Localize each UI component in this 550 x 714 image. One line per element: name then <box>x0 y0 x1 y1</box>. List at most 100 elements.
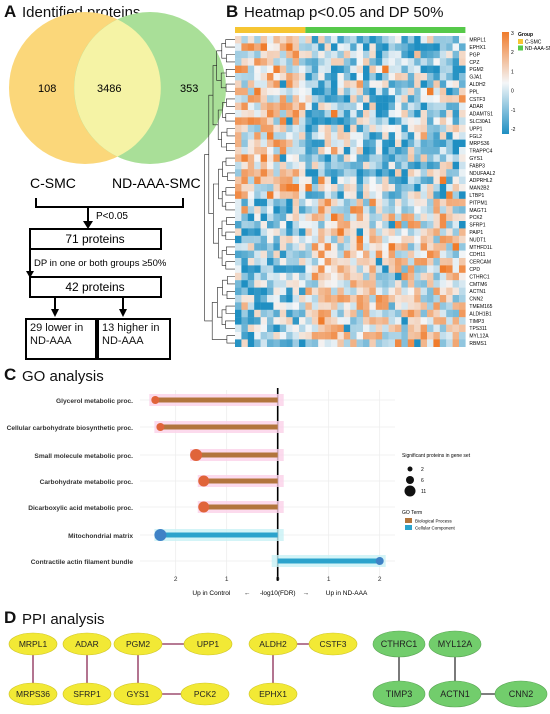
heatmap-cell <box>388 43 396 51</box>
heatmap-cell <box>337 324 344 333</box>
heatmap-cell <box>401 132 408 140</box>
heatmap-cell <box>279 73 287 81</box>
heatmap-cell <box>439 65 447 74</box>
heatmap-cell <box>459 339 466 347</box>
dendrogram-branch <box>222 279 228 296</box>
heatmap-cell <box>401 95 408 103</box>
go-category-label: Cellular carbohydrate biosynthetic proc. <box>7 425 134 432</box>
heatmap-cell <box>292 243 300 251</box>
heatmap-cell <box>459 139 466 148</box>
heatmap-cell <box>299 213 306 222</box>
heatmap-cell <box>324 213 332 222</box>
heatmap-cell <box>363 317 370 325</box>
heatmap-cell <box>439 295 447 303</box>
heatmap-cell <box>318 258 325 266</box>
heatmap-cell <box>452 339 460 347</box>
heatmap-cell <box>427 317 434 325</box>
heatmap-cell <box>318 169 325 177</box>
heatmap-cell <box>267 50 274 59</box>
heatmap-cell <box>267 235 274 244</box>
heatmap-cell <box>324 87 332 96</box>
heatmap-cell <box>311 265 319 273</box>
go-lollipop-chart: Glycerol metabolic proc.Cellular carbohy… <box>7 388 471 597</box>
heatmap-cell <box>363 295 370 303</box>
heatmap-cell <box>446 228 453 236</box>
heatmap-cell <box>350 265 357 273</box>
heatmap-cell <box>235 295 242 303</box>
heatmap-cell <box>356 139 364 148</box>
dendrogram-branch <box>225 202 235 211</box>
heatmap-cell <box>439 87 447 96</box>
heatmap-cell <box>350 287 357 296</box>
heatmap-cell <box>299 332 306 340</box>
heatmap-cell <box>267 80 274 88</box>
ppi-node <box>180 682 230 706</box>
go-lollipop-dot <box>151 396 160 404</box>
heatmap-cell <box>375 339 383 347</box>
filter-1-label: P<0.05 <box>96 211 128 222</box>
heatmap-cell <box>446 176 453 185</box>
heatmap-cell <box>318 206 325 214</box>
heatmap-cell <box>241 295 248 303</box>
heatmap-cell <box>407 228 415 236</box>
heatmap-cell <box>247 43 255 51</box>
heatmap-cell <box>433 117 440 125</box>
heatmap-cell <box>427 258 434 266</box>
heatmap-cell <box>369 332 376 340</box>
heatmap-cell <box>395 191 402 199</box>
heatmap-cell <box>324 154 332 162</box>
heatmap-cell <box>311 73 319 81</box>
heatmap-cell <box>318 102 325 111</box>
dendrogram-branch <box>226 246 235 255</box>
heatmap-cell <box>311 235 319 244</box>
heatmap-cell <box>350 235 357 244</box>
heatmap-cell <box>331 235 338 244</box>
heatmap-cell <box>235 154 242 162</box>
heatmap-cell <box>433 250 440 259</box>
ppi-node <box>372 630 426 658</box>
filter-2-label: DP in one or both groups ≥50% <box>34 258 167 269</box>
heatmap-cell <box>363 287 370 296</box>
heatmap-cell <box>433 87 440 96</box>
heatmap-cell <box>286 95 293 103</box>
heatmap-cell <box>254 287 261 296</box>
heatmap-cell <box>311 58 319 66</box>
heatmap-cell <box>350 110 357 118</box>
heatmap-cell <box>324 50 332 59</box>
heatmap-cell <box>254 317 261 325</box>
heatmap-cell <box>401 235 408 244</box>
heatmap-cell <box>324 309 332 318</box>
heatmap-cell <box>318 184 325 192</box>
heatmap-cell <box>446 280 453 288</box>
heatmap-cell <box>369 295 376 303</box>
heatmap-cell <box>414 250 421 259</box>
heatmap-cell <box>388 184 396 192</box>
heatmap-cell <box>459 317 466 325</box>
heatmap-cell <box>433 147 440 155</box>
dendrogram-branch <box>225 187 235 196</box>
heatmap-cell <box>331 43 338 51</box>
heatmap-cell <box>247 339 255 347</box>
heatmap-cell <box>382 65 389 74</box>
heatmap-cell <box>292 169 300 177</box>
ppi-node-label: PCK2 <box>194 689 216 699</box>
heatmap-cell <box>363 169 370 177</box>
heatmap-cell <box>324 117 332 125</box>
heatmap-cell <box>407 272 415 281</box>
heatmap-cell <box>286 221 293 229</box>
heatmap-cell <box>452 309 460 318</box>
heatmap-cell <box>286 265 293 273</box>
heatmap-cell <box>247 58 255 66</box>
heatmap-cell <box>420 110 428 118</box>
heatmap-gene-label: EPHX1 <box>469 45 486 51</box>
heatmap-cell <box>356 295 364 303</box>
heatmap-cell <box>395 110 402 118</box>
heatmap-cell <box>407 147 415 155</box>
heatmap-cell <box>375 228 383 236</box>
heatmap-cell <box>439 73 447 81</box>
heatmap-cell <box>395 302 402 310</box>
heatmap-cell <box>343 309 351 318</box>
heatmap-cell <box>247 50 255 59</box>
heatmap-cell <box>254 124 261 133</box>
heatmap-cell <box>388 58 396 66</box>
